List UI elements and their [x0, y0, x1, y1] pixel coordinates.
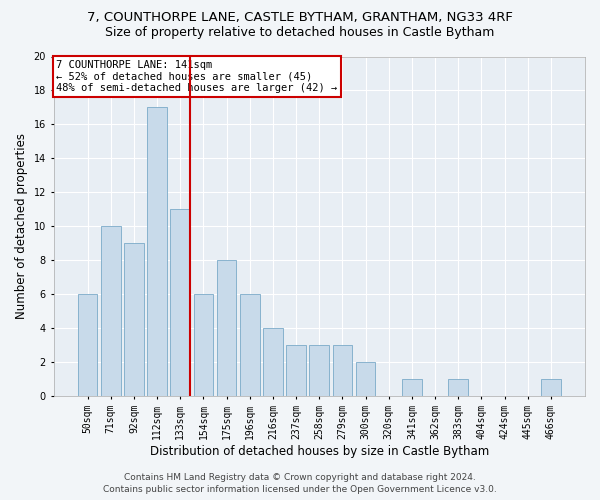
- Bar: [263, 328, 283, 396]
- Bar: [240, 294, 260, 396]
- Bar: [194, 294, 213, 396]
- Y-axis label: Number of detached properties: Number of detached properties: [15, 134, 28, 320]
- Bar: [101, 226, 121, 396]
- Bar: [147, 108, 167, 396]
- Bar: [448, 379, 468, 396]
- Bar: [217, 260, 236, 396]
- Bar: [124, 244, 144, 396]
- Bar: [78, 294, 97, 396]
- Text: Contains HM Land Registry data © Crown copyright and database right 2024.
Contai: Contains HM Land Registry data © Crown c…: [103, 472, 497, 494]
- Text: Size of property relative to detached houses in Castle Bytham: Size of property relative to detached ho…: [106, 26, 494, 39]
- Text: 7, COUNTHORPE LANE, CASTLE BYTHAM, GRANTHAM, NG33 4RF: 7, COUNTHORPE LANE, CASTLE BYTHAM, GRANT…: [87, 12, 513, 24]
- Bar: [541, 379, 561, 396]
- Bar: [310, 345, 329, 396]
- Bar: [170, 210, 190, 396]
- Text: 7 COUNTHORPE LANE: 141sqm
← 52% of detached houses are smaller (45)
48% of semi-: 7 COUNTHORPE LANE: 141sqm ← 52% of detac…: [56, 60, 337, 93]
- Bar: [286, 345, 306, 396]
- Bar: [402, 379, 422, 396]
- Bar: [356, 362, 376, 396]
- X-axis label: Distribution of detached houses by size in Castle Bytham: Distribution of detached houses by size …: [149, 444, 489, 458]
- Bar: [332, 345, 352, 396]
